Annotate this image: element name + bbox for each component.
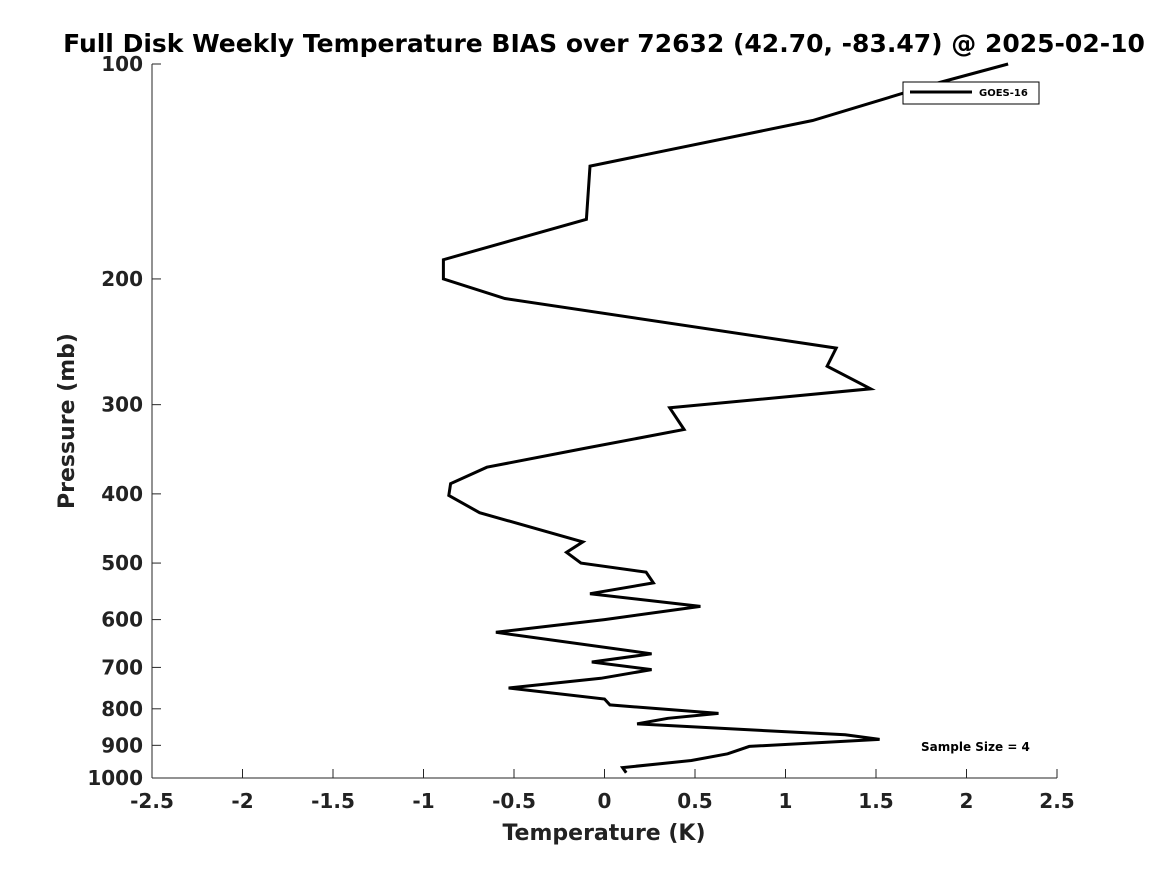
y-tick-label: 600 (101, 608, 143, 632)
y-tick-label: 900 (101, 733, 143, 757)
x-tick-label: -0.5 (492, 789, 536, 813)
x-tick-label: 0.5 (677, 789, 712, 813)
y-tick-label: 100 (101, 52, 143, 76)
tick-group: -2.5 -2 -1.5 -1 -0.5 0 0.5 1 1.5 2 2.5 100 200 300 400… (87, 52, 1074, 813)
x-tick-label: -1 (412, 789, 434, 813)
x-tick-label: 2 (960, 789, 974, 813)
x-tick-label: -2 (231, 789, 253, 813)
chart-title: Full Disk Weekly Temperature BIAS over 7… (63, 29, 1145, 58)
y-tick-label: 300 (101, 393, 143, 417)
x-tick-label: 2.5 (1039, 789, 1074, 813)
x-tick-label: 1 (779, 789, 793, 813)
x-tick-label: -2.5 (130, 789, 174, 813)
y-tick-label: 800 (101, 697, 143, 721)
sample-size-annotation: Sample Size = 4 (921, 740, 1030, 754)
y-axis-label: Pressure (mb) (55, 333, 80, 509)
series-line-goes-16 (441, 62, 1009, 774)
x-tick-label: 1.5 (858, 789, 893, 813)
y-tick-label: 1000 (87, 766, 143, 790)
legend-label-goes-16: GOES-16 (979, 88, 1028, 99)
x-tick-label: -1.5 (311, 789, 355, 813)
y-tick-label: 400 (101, 482, 143, 506)
y-tick-label: 500 (101, 551, 143, 575)
x-tick-label: 0 (598, 789, 612, 813)
y-tick-label: 700 (101, 655, 143, 679)
legend: GOES-16 (902, 81, 1040, 105)
y-tick-label: 200 (101, 267, 143, 291)
x-axis-label: Temperature (K) (502, 821, 705, 846)
